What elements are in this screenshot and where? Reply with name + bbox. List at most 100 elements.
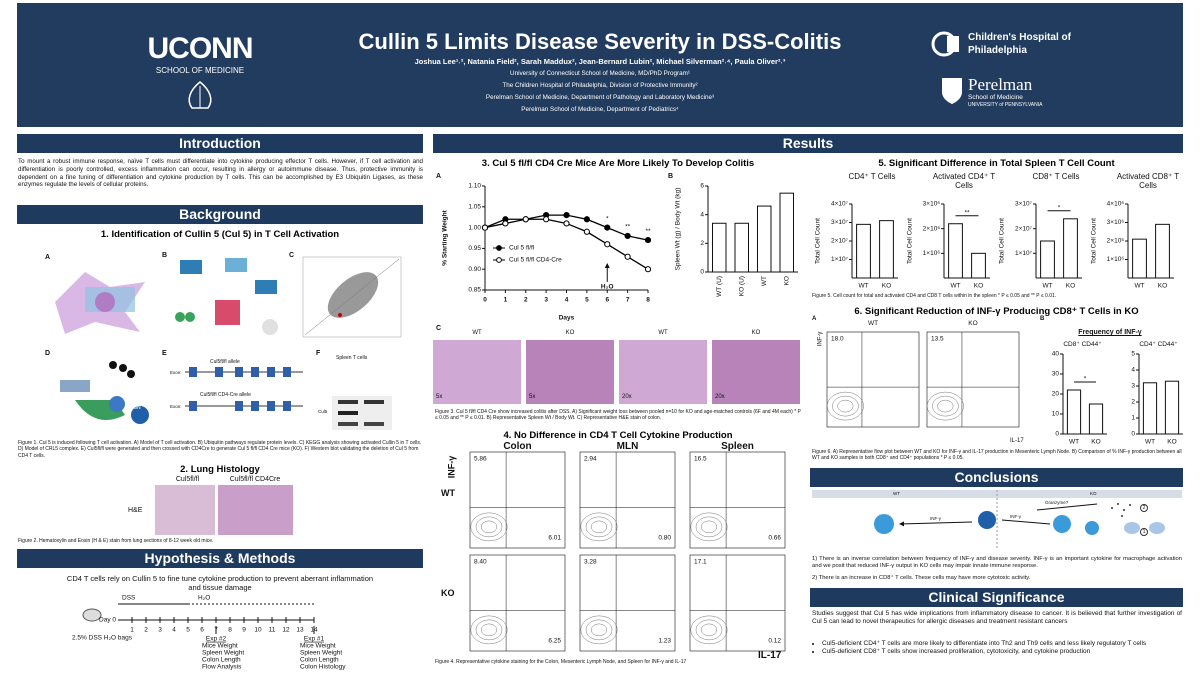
bar xyxy=(1164,380,1180,435)
fig-label: Exon: xyxy=(170,404,182,409)
t-cell-illustration xyxy=(55,272,145,334)
logo-leaf xyxy=(188,81,212,109)
fig-label: Cul5fl/fl CD4-Cre allele xyxy=(200,392,251,398)
point xyxy=(563,212,570,219)
section-title: Conclusions xyxy=(810,468,1183,487)
timeline-label: DSS xyxy=(122,595,136,602)
y-tick-label: 6 xyxy=(700,183,704,190)
quadrant-value: 0.80 xyxy=(658,535,671,542)
x-tick-label: 6 xyxy=(605,297,609,304)
y-tick-label: 1×10⁷ xyxy=(831,256,849,263)
bar-chart: 0 1 2 3 4 5 WT KO xyxy=(1131,351,1183,446)
histology-label: WT xyxy=(472,330,482,336)
conclusion-point: 1) There is an inverse correlation betwe… xyxy=(812,556,1182,570)
mouse-icon xyxy=(82,608,102,622)
y-tick-label: 3 xyxy=(1131,383,1135,390)
panel-label: B xyxy=(162,252,168,259)
point xyxy=(644,266,652,273)
flow-plot: 17.1 0.12 xyxy=(689,554,786,652)
y-tick-label: 1.05 xyxy=(468,204,481,211)
figure-caption: Figure 1. Cul 5 is induced following T c… xyxy=(18,440,422,459)
y-tick-label: 1.00 xyxy=(468,224,481,231)
day-label: 9 xyxy=(242,627,246,634)
figure-title: 6. Significant Reduction of INF-γ Produc… xyxy=(854,306,1139,317)
density xyxy=(585,516,613,538)
logo-left: UCONN xyxy=(147,32,254,65)
plot-frame xyxy=(689,451,786,549)
panel-label: C xyxy=(289,252,295,259)
section-title: Hypothesis & Methods xyxy=(17,549,423,568)
affiliation: The Children Hospital of Philadelphia, D… xyxy=(502,82,698,89)
bar-chart: 1×10⁶ 2×10⁶ 3×10⁶ WT KO Total Cell Count ** xyxy=(907,201,990,290)
day-label: 13 xyxy=(296,627,304,634)
y-tick-label: 0.95 xyxy=(468,245,481,252)
x-axis-label: IL-17 xyxy=(1010,438,1024,444)
flow-plot: 13.5 xyxy=(926,331,1020,428)
diagram-label: Granzyme? xyxy=(1045,500,1069,505)
diagram-label: WT xyxy=(893,491,900,496)
diagram-label: INF-γ xyxy=(930,516,941,521)
chart-title: Frequency of INF-γ xyxy=(1078,329,1142,336)
x-tick-label: KO xyxy=(882,283,891,290)
exp-item: Colon Histology xyxy=(300,664,346,671)
point xyxy=(543,216,550,223)
bar xyxy=(712,222,727,273)
y-tick-label: 2×10⁷ xyxy=(1015,225,1033,232)
figure-title: 2. Lung Histology xyxy=(180,464,260,475)
y-tick-label: 0 xyxy=(700,269,704,276)
density xyxy=(926,391,964,421)
panel-label: A xyxy=(45,254,51,261)
density xyxy=(470,512,508,542)
plot-frame xyxy=(926,331,1020,428)
column-label: MLN xyxy=(616,441,639,452)
exp-title: Exp #1 xyxy=(304,636,325,643)
density xyxy=(826,391,864,421)
density xyxy=(937,399,954,413)
y-tick-label: 40 xyxy=(1052,351,1060,358)
day-label: 1 xyxy=(130,627,134,634)
quadrant-value: 3.28 xyxy=(584,559,597,566)
y-tick-label: 2×10⁶ xyxy=(1107,238,1125,245)
quadrant-value: 8.40 xyxy=(474,559,487,566)
zoom-label: 20x xyxy=(622,394,632,400)
quadrant-value: 1.23 xyxy=(658,638,671,645)
y-tick-label: 2 xyxy=(700,240,704,247)
y-tick-label: 20 xyxy=(1052,391,1060,398)
logo-chop: Children's Hospital of Philadelphia xyxy=(968,32,1071,56)
density xyxy=(580,512,618,542)
diagram-label: 1 xyxy=(1140,528,1148,537)
histology-image xyxy=(433,340,521,404)
diagram-label: KO xyxy=(1090,491,1097,496)
fig-label: Cul5 xyxy=(318,409,328,414)
y-axis-label: INF-γ xyxy=(817,331,824,347)
x-tick-label: KO (U) xyxy=(738,276,745,296)
logo-penn: Perelman xyxy=(968,75,1033,94)
diagram-label: 2 xyxy=(1140,504,1148,513)
section-title: Results xyxy=(433,134,1183,153)
chart-title: CD8⁺ T Cells xyxy=(1032,172,1080,181)
bar-chart: 1×10⁶ 2×10⁶ 3×10⁶ 4×10⁶ WT KO Total Cell Count xyxy=(1091,201,1174,290)
quadrant-value: 6.01 xyxy=(548,535,561,542)
row-label: H&E xyxy=(128,507,143,514)
histology-image xyxy=(619,340,707,404)
x-axis-label: IL-17 xyxy=(758,650,782,661)
y-axis-label: % Starting Weight xyxy=(442,209,449,265)
x-tick-label: WT xyxy=(1145,439,1155,446)
y-tick-label: 4 xyxy=(700,211,704,218)
density xyxy=(475,516,503,538)
flow-plot: 3.28 1.23 xyxy=(579,554,676,652)
y-axis-label: Spleen Wt (g) / Body Wt (kg) xyxy=(675,188,682,271)
y-tick-label: 4×10⁶ xyxy=(1107,201,1125,208)
poster-title: Cullin 5 Limits Disease Severity in DSS-… xyxy=(358,29,842,54)
affiliation: Perelman School of Medicine, Department … xyxy=(485,94,715,101)
clinical-text: Studies suggest that Cul 5 has wide impl… xyxy=(812,610,1182,626)
histology-image xyxy=(712,340,800,404)
legend-label: Cul 5 fl/fl xyxy=(509,245,535,252)
y-tick-label: 30 xyxy=(1052,371,1060,378)
x-tick-label: WT xyxy=(950,283,960,290)
quadrant-value: 5.86 xyxy=(474,456,487,463)
figure-caption: Figure 3. Cul 5 fl/fl CD4 Cre show incre… xyxy=(435,409,801,422)
flow-plot: 2.94 0.80 xyxy=(579,451,676,549)
y-axis-label: Total Cell Count xyxy=(999,218,1006,264)
